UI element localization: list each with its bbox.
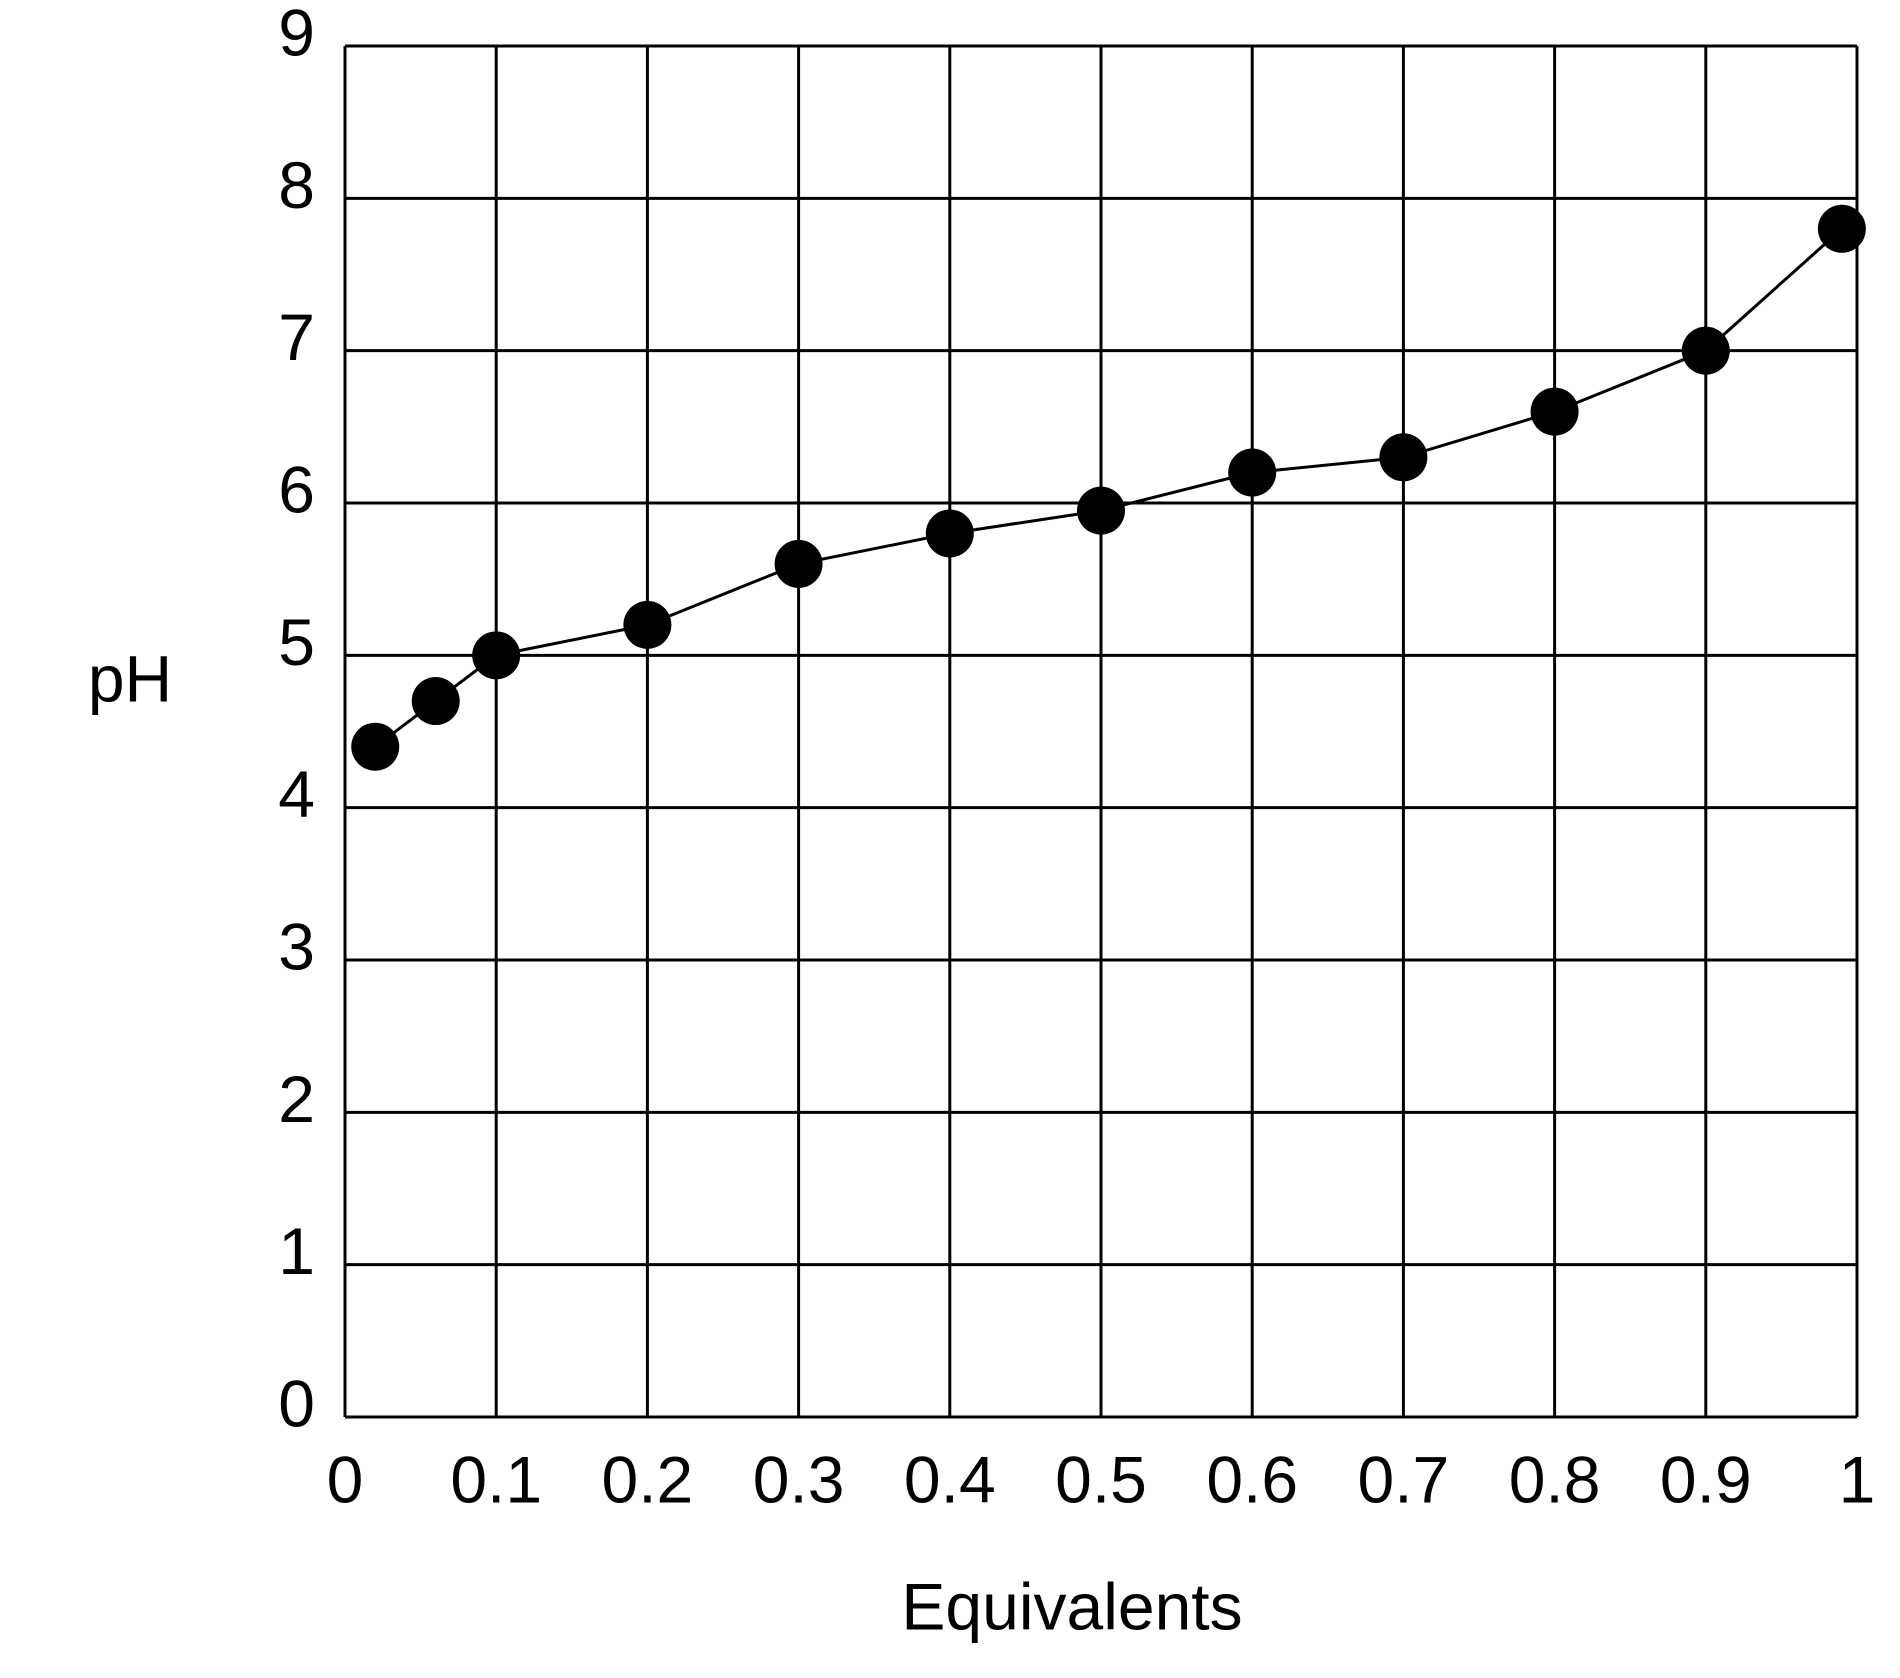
x-tick-label: 0.2 bbox=[602, 1442, 694, 1516]
data-point bbox=[1817, 204, 1866, 253]
x-tick-label: 0 bbox=[327, 1442, 364, 1516]
x-tick-label: 0.5 bbox=[1055, 1442, 1147, 1516]
x-tick-label: 0.1 bbox=[450, 1442, 542, 1516]
data-line bbox=[374, 227, 1843, 748]
data-point bbox=[472, 631, 521, 680]
y-tick-label: 6 bbox=[278, 452, 315, 526]
x-tick-label: 1 bbox=[1839, 1442, 1876, 1516]
y-tick-label: 4 bbox=[278, 757, 315, 831]
data-point bbox=[1530, 387, 1579, 436]
data-point bbox=[623, 600, 672, 649]
y-tick-label: 9 bbox=[278, 0, 315, 69]
y-tick-label: 0 bbox=[278, 1366, 315, 1440]
data-point bbox=[1077, 486, 1125, 535]
x-tick-label: 0.3 bbox=[753, 1442, 845, 1516]
data-point bbox=[1681, 326, 1730, 375]
x-tick-label: 0.9 bbox=[1660, 1442, 1752, 1516]
data-point bbox=[1228, 448, 1277, 497]
x-tick-label: 0.4 bbox=[904, 1442, 996, 1516]
y-tick-label: 2 bbox=[278, 1062, 315, 1136]
data-point bbox=[411, 677, 460, 726]
y-tick-label: 5 bbox=[278, 605, 315, 679]
data-point bbox=[925, 509, 974, 558]
x-tick-label: 0.7 bbox=[1358, 1442, 1450, 1516]
y-tick-label: 7 bbox=[278, 300, 315, 374]
x-tick-label: 0.6 bbox=[1206, 1442, 1298, 1516]
y-axis-label: pH bbox=[88, 641, 172, 715]
data-point bbox=[351, 722, 400, 771]
y-tick-label: 8 bbox=[278, 148, 315, 222]
data-point bbox=[1379, 433, 1428, 482]
y-tick-label: 3 bbox=[278, 909, 315, 983]
x-axis-label: Equivalents bbox=[901, 1569, 1242, 1643]
x-tick-label: 0.8 bbox=[1509, 1442, 1601, 1516]
y-tick-label: 1 bbox=[278, 1214, 315, 1288]
data-point bbox=[774, 539, 823, 588]
